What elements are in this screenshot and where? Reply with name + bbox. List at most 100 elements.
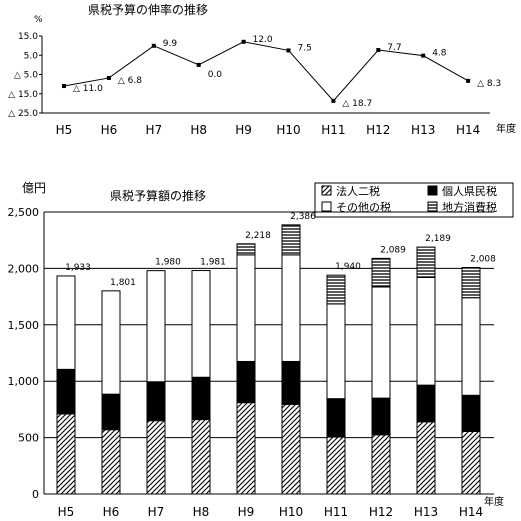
budget-total-label: 2,218	[245, 231, 271, 241]
growth-x-label: H8	[190, 123, 207, 137]
growth-x-label: H12	[366, 123, 390, 137]
budget-total-label: 1,980	[155, 258, 181, 268]
bar-segment-other-tax	[236, 254, 256, 362]
budget-x-label: H6	[103, 505, 120, 519]
bar-segment-other-tax	[191, 270, 211, 378]
growth-y-tick-label: △ 25.0	[8, 109, 38, 119]
growth-point	[286, 48, 291, 53]
growth-y-ticks: 15.0 5.0 △ 5.0 △ 15.0 △ 25.0	[8, 32, 42, 119]
budget-y-tick-label: 2,000	[8, 262, 40, 275]
legend-box	[314, 182, 514, 218]
bar-segment-corporate-tax	[236, 402, 256, 495]
growth-point-label: △ 6.8	[118, 76, 142, 86]
growth-point-label: △ 8.3	[477, 79, 501, 89]
growth-y-tick-label: △ 15.0	[8, 90, 38, 100]
growth-x-label: H11	[321, 123, 345, 137]
budget-x-label: H10	[279, 505, 303, 519]
legend-label-consumption: 地方消費税	[442, 200, 497, 214]
bar-segment-other-tax	[146, 270, 166, 383]
bar-segment-corporate-tax	[146, 420, 166, 495]
growth-point-labels: △ 11.0 △ 6.8 9.9 0.0 12.0 7.5 △ 18.7 7.7 4.8 △ 8.…	[73, 35, 501, 109]
bar-segment-other-tax	[416, 276, 436, 386]
legend-swatch-consumption	[427, 201, 438, 212]
growth-point	[376, 48, 381, 53]
growth-point	[151, 43, 156, 48]
budget-bars	[56, 224, 481, 495]
growth-x-label: H7	[145, 123, 162, 137]
legend: 法人二税 個人県民税 その他の税 地方消費税	[314, 182, 514, 218]
bar-segment-corporate-tax	[281, 403, 301, 495]
growth-point	[421, 53, 426, 58]
bar-segment-consumption-tax	[371, 257, 391, 288]
bar-segment-individual-tax	[101, 393, 121, 431]
growth-x-label: H10	[276, 123, 300, 137]
budget-total-label: 1,940	[335, 262, 361, 272]
bar-segment-individual-tax	[146, 381, 166, 422]
budget-y-unit: 億円	[22, 181, 46, 195]
bar-segment-individual-tax	[371, 397, 391, 436]
growth-points	[62, 39, 471, 103]
budget-x-label: H5	[58, 505, 75, 519]
growth-point-label: 12.0	[253, 35, 273, 45]
bar-segment-corporate-tax	[101, 429, 121, 495]
budget-total-labels: 1,933 1,801 1,980 1,981 2,218 2,386 1,940 2,089…	[65, 212, 496, 288]
bar-segment-corporate-tax	[461, 430, 481, 495]
bar-segment-other-tax	[371, 286, 391, 399]
bar-segment-individual-tax	[236, 360, 256, 404]
growth-point-label: 0.0	[208, 70, 223, 80]
bar-segment-consumption-tax	[236, 243, 256, 256]
growth-y-unit: %	[34, 15, 43, 25]
bar-segment-individual-tax	[326, 398, 346, 438]
growth-x-unit: 年度	[496, 122, 516, 135]
budget-y-tick-label: 2,500	[8, 206, 40, 219]
budget-chart-title: 県税予算額の推移	[110, 188, 206, 203]
budget-total-label: 1,801	[110, 278, 136, 288]
bar-segment-corporate-tax	[191, 419, 211, 495]
growth-point-label: 4.8	[432, 49, 447, 59]
budget-total-label: 1,933	[65, 263, 91, 273]
legend-swatch-other	[321, 201, 332, 212]
budget-total-label: 2,008	[470, 254, 496, 264]
bar-segment-individual-tax	[191, 376, 211, 421]
bar-segment-other-tax	[56, 275, 76, 370]
bar-segment-individual-tax	[56, 368, 76, 415]
growth-chart-title: 県税予算の伸率の推移	[88, 2, 208, 17]
bar-segment-individual-tax	[416, 384, 436, 423]
bar-segment-consumption-tax	[416, 246, 436, 278]
bar-segment-other-tax	[326, 303, 346, 400]
growth-y-tick-label: 15.0	[18, 32, 38, 42]
growth-point	[241, 39, 246, 44]
budget-y-tick-label: 1,000	[8, 375, 40, 388]
growth-point-label: △ 11.0	[73, 84, 103, 94]
growth-point	[106, 75, 111, 80]
budget-x-label: H13	[414, 505, 438, 519]
budget-x-unit: 年度	[484, 495, 504, 508]
legend-swatch-corporate	[321, 185, 332, 196]
growth-point	[62, 84, 66, 89]
growth-point-label: △ 18.7	[342, 99, 372, 109]
growth-point-label: 9.9	[163, 39, 178, 49]
legend-label-other: その他の税	[336, 200, 391, 214]
bar-segment-consumption-tax	[281, 224, 301, 256]
growth-y-tick-label: 5.0	[24, 51, 39, 61]
growth-x-label: H13	[411, 123, 435, 137]
growth-x-label: H9	[235, 123, 252, 137]
legend-label-corporate: 法人二税	[336, 184, 380, 198]
budget-total-label: 1,981	[200, 258, 226, 268]
budget-amount-chart: 億円 県税予算額の推移 法人二税 個人県民税 その他の税 地方消費税 0 500 1…	[8, 181, 514, 519]
growth-x-label: H5	[56, 123, 73, 137]
budget-x-label: H14	[459, 505, 483, 519]
budget-x-labels: H5 H6 H7 H8 H9 H10 H11 H12 H13 H14	[58, 505, 483, 519]
budget-y-tick-label: 500	[18, 432, 39, 445]
growth-point	[196, 62, 201, 67]
growth-point	[466, 78, 471, 83]
bar-segment-other-tax	[281, 254, 301, 362]
bar-segment-individual-tax	[461, 394, 481, 432]
growth-point	[331, 98, 336, 103]
growth-x-labels: H5 H6 H7 H8 H9 H10 H11 H12 H13 H14	[56, 123, 481, 137]
legend-swatch-individual	[427, 185, 438, 196]
budget-y-tick-label: 0	[32, 488, 39, 501]
budget-y-tick-label: 1,500	[8, 319, 40, 332]
bar-segment-other-tax	[461, 297, 481, 396]
